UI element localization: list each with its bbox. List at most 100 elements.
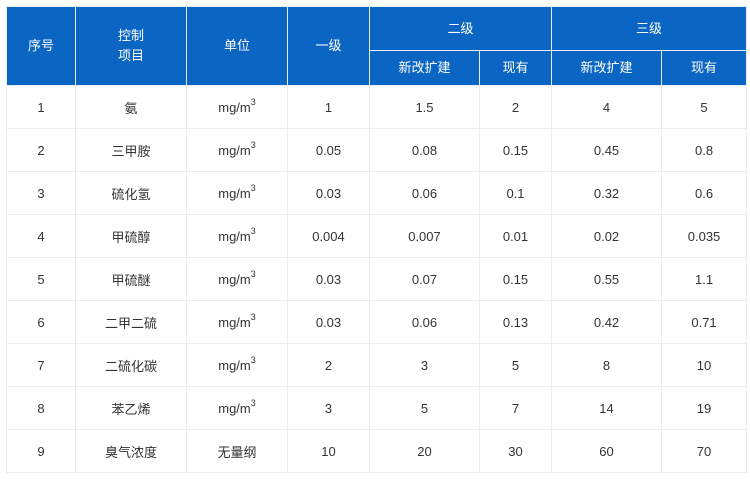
header-item: 控制 项目 [75,6,187,86]
cell-seq-text: 6 [37,314,45,330]
cell-seq: 5 [6,257,76,301]
cell-item: 氨 [75,85,187,129]
table-row: 4 甲硫醇 mg/m3 0.004 0.007 0.01 0.02 0.035 [6,214,748,258]
cell-level3-existing: 70 [661,429,748,473]
cell-level3-existing: 1.1 [661,257,748,301]
cell-item-text: 苯乙烯 [111,401,151,417]
cell-level3-new-text: 60 [599,443,614,459]
header-level3-new: 新改扩建 [551,50,663,86]
cell-level2-existing-text: 30 [508,443,523,459]
cell-item: 甲硫醇 [75,214,187,258]
table-row: 8 苯乙烯 mg/m3 3 5 7 14 19 [6,386,748,430]
cell-level2-existing: 0.15 [478,257,553,301]
cell-level3-existing: 19 [661,386,748,430]
unit-exponent: 3 [250,354,256,365]
cell-level2-new-text: 0.06 [411,314,438,330]
cell-level3-existing-text: 1.1 [694,271,714,287]
cell-item-text: 臭气浓度 [104,444,157,460]
cell-level3-existing-text: 0.8 [694,142,714,158]
cell-unit: mg/m3 [186,386,288,430]
cell-level2-new: 0.06 [369,171,480,215]
cell-level2-existing: 0.15 [478,128,553,172]
cell-level3-existing: 0.035 [661,214,748,258]
cell-level2-new-text: 0.007 [408,228,441,244]
cell-level3-existing-text: 19 [696,400,712,416]
cell-level3-new-text: 0.02 [593,228,620,244]
cell-seq-text: 2 [37,142,45,158]
cell-level2-existing: 0.01 [478,214,553,258]
cell-level3-existing: 5 [661,85,748,129]
cell-level2-new: 5 [369,386,480,430]
cell-unit-text: mg/m [218,228,251,244]
unit-exponent: 3 [250,139,256,150]
cell-level3-new: 0.02 [551,214,663,258]
cell-seq: 9 [6,429,76,473]
cell-level2-existing-text: 0.15 [502,142,529,158]
cell-level2-new: 0.007 [369,214,480,258]
cell-level1: 1 [287,85,370,129]
cell-level3-new-text: 14 [599,400,614,416]
cell-level1-text: 0.03 [315,271,342,287]
cell-unit-text: mg/m [218,185,251,201]
cell-level2-new: 20 [369,429,480,473]
cell-level1: 0.03 [287,257,370,301]
table-row: 9 臭气浓度 无量纲 10 20 30 60 70 [6,429,748,473]
cell-level1: 0.03 [287,300,370,344]
cell-level1-text: 3 [324,400,333,416]
unit-exponent: 3 [250,225,256,236]
cell-level2-existing-text: 0.13 [502,314,529,330]
cell-unit-text: mg/m [218,357,251,373]
cell-level1-text: 1 [324,99,333,115]
cell-unit: mg/m3 [186,85,288,129]
cell-level3-existing: 10 [661,343,748,387]
cell-level1-text: 10 [321,443,336,459]
table-row: 7 二硫化碳 mg/m3 2 3 5 8 10 [6,343,748,387]
table-row: 6 二甲二硫 mg/m3 0.03 0.06 0.13 0.42 0.71 [6,300,748,344]
cell-level2-existing-text: 5 [511,357,520,373]
cell-item: 臭气浓度 [75,429,187,473]
cell-level2-new-text: 0.06 [411,185,438,201]
cell-level1-text: 0.004 [312,228,345,244]
cell-unit: mg/m3 [186,300,288,344]
cell-level3-new: 8 [551,343,663,387]
header-level1: 一级 [287,6,370,86]
cell-level1: 2 [287,343,370,387]
cell-level3-existing: 0.6 [661,171,748,215]
cell-seq-text: 1 [37,99,45,115]
cell-item-text: 氨 [124,100,138,116]
cell-unit-text: mg/m [218,99,251,115]
cell-level2-existing-text: 0.1 [506,185,525,201]
cell-level3-existing-text: 0.035 [687,228,721,244]
cell-level2-new-text: 0.08 [411,142,438,158]
cell-unit: mg/m3 [186,343,288,387]
cell-item-text: 二硫化碳 [104,358,157,374]
cell-seq-text: 8 [37,400,45,416]
cell-level2-new: 1.5 [369,85,480,129]
cell-level2-existing: 2 [478,85,553,129]
table-row: 2 三甲胺 mg/m3 0.05 0.08 0.15 0.45 0.8 [6,128,748,172]
cell-item-text: 二甲二硫 [104,315,157,331]
cell-seq: 3 [6,171,76,215]
cell-level2-new-text: 0.07 [411,271,438,287]
cell-level3-existing-text: 0.71 [691,314,717,330]
cell-level2-new: 0.07 [369,257,480,301]
cell-seq: 8 [6,386,76,430]
cell-seq-text: 3 [37,185,45,201]
header-unit: 单位 [186,6,288,86]
cell-level3-new-text: 4 [602,99,611,115]
cell-level3-new: 0.32 [551,171,663,215]
cell-level3-new-text: 0.42 [593,314,620,330]
cell-item: 三甲胺 [75,128,187,172]
cell-level3-existing-text: 5 [700,99,708,115]
cell-unit-text: mg/m [218,314,251,330]
cell-level3-new: 4 [551,85,663,129]
table-row: 1 氨 mg/m3 1 1.5 2 4 5 [6,85,748,129]
cell-item: 二甲二硫 [75,300,187,344]
cell-level3-new: 14 [551,386,663,430]
cell-unit-text: mg/m [218,400,251,416]
cell-unit-text: mg/m [218,271,251,287]
cell-level1-text: 2 [324,357,333,373]
cell-level3-new: 0.42 [551,300,663,344]
unit-exponent: 3 [250,96,256,107]
header-item-line1: 控制 [117,28,144,43]
